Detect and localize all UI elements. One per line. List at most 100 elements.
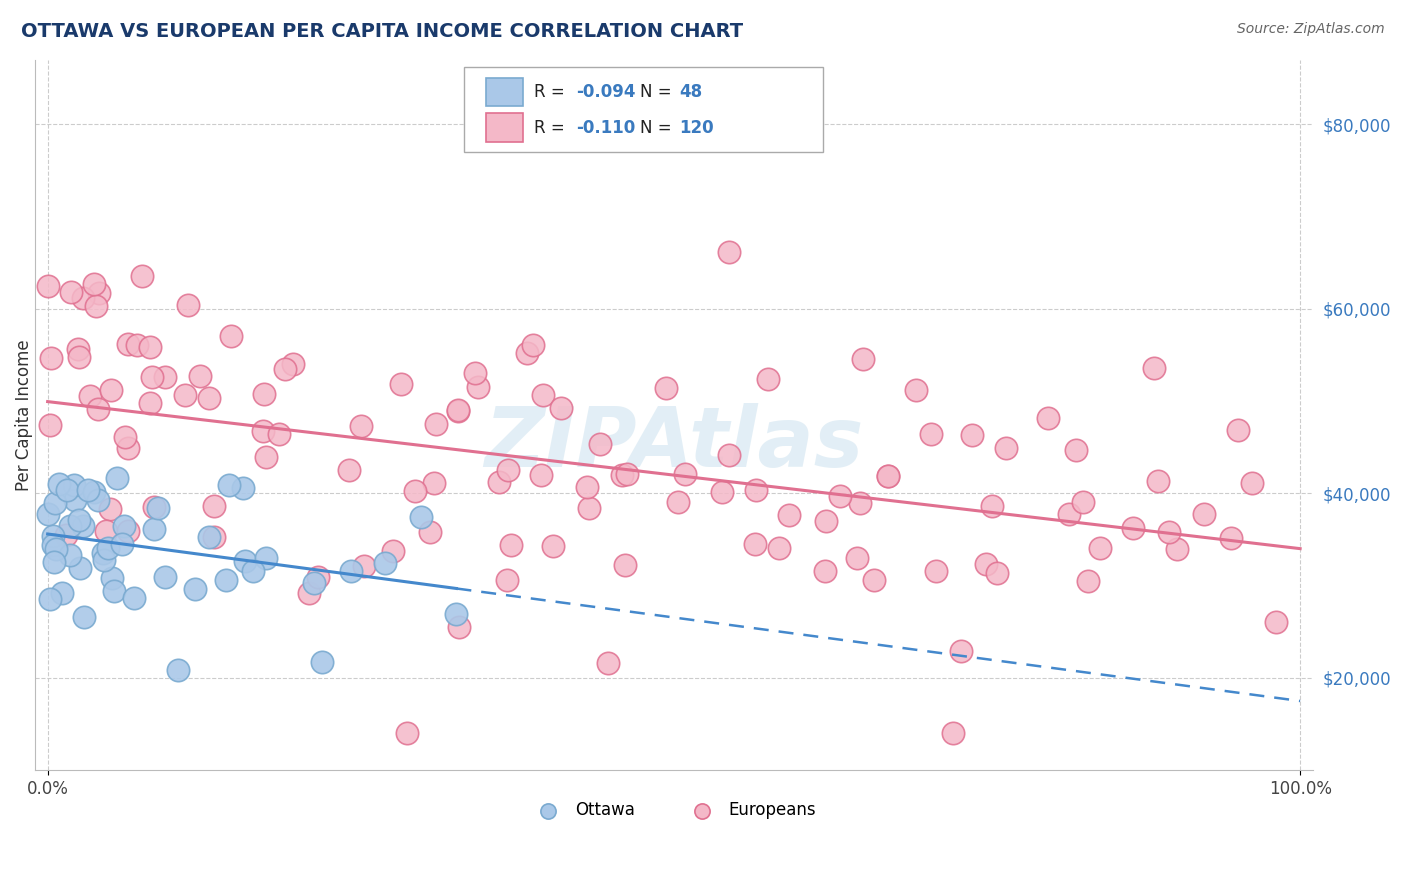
Point xyxy=(100,383,122,397)
Text: -0.094: -0.094 xyxy=(576,83,636,101)
Point xyxy=(446,402,468,417)
Point xyxy=(814,564,837,578)
Point xyxy=(1220,531,1243,545)
Point xyxy=(550,401,572,416)
Point xyxy=(1077,574,1099,589)
Point xyxy=(97,541,120,555)
Point xyxy=(37,508,59,522)
Point xyxy=(153,570,176,584)
Point xyxy=(307,570,329,584)
Point xyxy=(269,426,291,441)
Point xyxy=(73,610,96,624)
Text: Source: ZipAtlas.com: Source: ZipAtlas.com xyxy=(1237,22,1385,37)
Point xyxy=(56,483,79,497)
Point xyxy=(1071,494,1094,508)
Point xyxy=(124,591,146,605)
Point xyxy=(131,269,153,284)
Point xyxy=(488,475,510,489)
Point xyxy=(146,501,169,516)
Point xyxy=(575,480,598,494)
Point xyxy=(920,427,942,442)
Point xyxy=(531,388,554,402)
Point xyxy=(38,417,60,432)
Point xyxy=(828,490,851,504)
Point xyxy=(904,383,927,397)
Point xyxy=(254,551,277,566)
Point xyxy=(541,539,564,553)
Point xyxy=(711,484,734,499)
Point xyxy=(302,576,325,591)
Point xyxy=(1147,474,1170,488)
Point xyxy=(42,529,65,543)
Point xyxy=(950,644,973,658)
Point xyxy=(852,351,875,366)
Point xyxy=(139,396,162,410)
Point xyxy=(77,483,100,497)
Point xyxy=(616,467,638,481)
Text: 120: 120 xyxy=(679,119,714,136)
Point xyxy=(89,285,111,300)
Point xyxy=(311,655,333,669)
Point xyxy=(578,500,600,515)
Point xyxy=(744,483,766,497)
Point xyxy=(1142,361,1164,376)
Point xyxy=(374,557,396,571)
Point xyxy=(1264,615,1286,629)
Point xyxy=(419,524,441,539)
Point xyxy=(55,527,77,541)
Point xyxy=(274,361,297,376)
Point xyxy=(232,481,254,495)
Point xyxy=(39,351,62,365)
Point xyxy=(69,561,91,575)
Point xyxy=(93,553,115,567)
Point xyxy=(849,495,872,509)
Point xyxy=(44,555,66,569)
Point xyxy=(464,367,486,381)
Point xyxy=(167,663,190,677)
Point xyxy=(84,299,107,313)
Text: N =: N = xyxy=(640,83,676,101)
Point xyxy=(350,419,373,434)
Point xyxy=(1157,524,1180,539)
Point xyxy=(1088,541,1111,555)
Point xyxy=(103,583,125,598)
Point xyxy=(353,558,375,573)
Point xyxy=(446,607,468,622)
Point xyxy=(409,510,432,524)
Point xyxy=(117,337,139,351)
Point xyxy=(202,500,225,514)
Text: OTTAWA VS EUROPEAN PER CAPITA INCOME CORRELATION CHART: OTTAWA VS EUROPEAN PER CAPITA INCOME COR… xyxy=(21,22,744,41)
Point xyxy=(778,508,800,523)
Point xyxy=(101,571,124,585)
Point xyxy=(717,245,740,260)
Point xyxy=(395,726,418,740)
Point xyxy=(297,586,319,600)
Point xyxy=(63,493,86,508)
Point xyxy=(425,417,447,431)
Point xyxy=(79,389,101,403)
Point xyxy=(846,550,869,565)
Point xyxy=(197,391,219,405)
Point xyxy=(83,485,105,500)
Point xyxy=(974,557,997,571)
Point xyxy=(233,554,256,568)
Point xyxy=(501,538,523,552)
Point xyxy=(1038,411,1060,425)
Point xyxy=(153,370,176,384)
Point xyxy=(242,564,264,578)
Point xyxy=(522,338,544,352)
Point xyxy=(72,519,94,533)
Point xyxy=(221,329,243,343)
Point xyxy=(112,519,135,533)
Point xyxy=(173,388,195,402)
Point xyxy=(768,541,790,555)
Point xyxy=(337,462,360,476)
Point xyxy=(389,377,412,392)
Point xyxy=(60,285,83,300)
Point xyxy=(675,467,697,482)
Point xyxy=(942,726,965,740)
Point xyxy=(51,586,73,600)
Point xyxy=(447,404,470,418)
Point xyxy=(98,502,121,516)
Point xyxy=(67,513,90,527)
